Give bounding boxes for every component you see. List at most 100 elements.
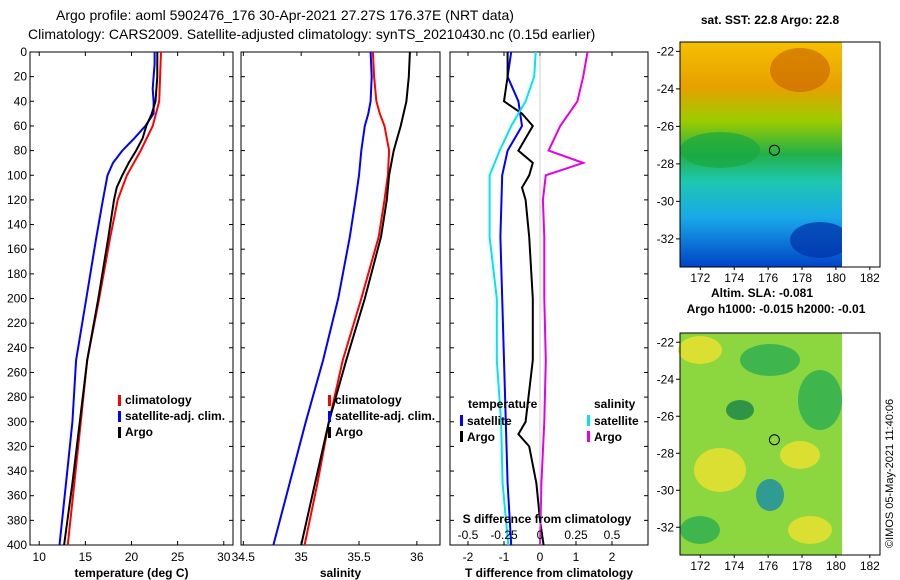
x-axis-label: T difference from climatology xyxy=(465,566,633,580)
x-axis-label: salinity xyxy=(320,566,362,580)
series-line-argo xyxy=(300,51,411,546)
legend-swatch xyxy=(460,415,463,426)
legend-title: temperature xyxy=(468,397,538,411)
map-frame xyxy=(679,332,881,556)
y-tick-label: 280 xyxy=(7,390,27,404)
series-line-t-argo xyxy=(502,52,545,546)
secondary-tick-label: -0.25 xyxy=(490,528,518,542)
x-tick-label: 20 xyxy=(125,550,139,564)
lon-tick-label: 178 xyxy=(792,559,812,573)
lat-tick-label: -24 xyxy=(657,82,675,96)
float-location-marker xyxy=(768,434,780,446)
y-tick-label: 220 xyxy=(7,316,27,330)
sla-patch xyxy=(740,344,800,376)
secondary-tick-label: 0 xyxy=(537,528,544,542)
chart-title-line2: Climatology: CARS2009. Satellite-adjuste… xyxy=(28,26,596,42)
lon-tick-label: 176 xyxy=(758,559,778,573)
y-tick-label: 400 xyxy=(7,538,27,552)
y-tick-label: 340 xyxy=(7,464,27,478)
plot-frame-temperature xyxy=(29,51,234,546)
green-patch xyxy=(680,132,760,168)
secondary-tick-label: 0.25 xyxy=(564,528,588,542)
x-tick-label: 36 xyxy=(410,550,424,564)
legend-title: salinity xyxy=(594,397,636,411)
lat-tick-label: -30 xyxy=(657,194,675,208)
legend-label: climatology xyxy=(125,393,192,407)
sla-patch xyxy=(726,400,754,420)
y-tick-label: 240 xyxy=(7,341,27,355)
warm-patch xyxy=(770,48,830,92)
x-tick-label: 30 xyxy=(217,550,231,564)
sla-patch xyxy=(680,516,720,544)
lon-tick-label: 174 xyxy=(724,559,744,573)
lat-tick-label: -24 xyxy=(657,372,675,386)
lon-tick-label: 182 xyxy=(860,559,880,573)
map-sst xyxy=(676,41,881,270)
series-line-s-argo xyxy=(539,51,589,546)
lat-tick-label: -32 xyxy=(657,520,675,534)
x-axis-label: temperature (deg C) xyxy=(74,566,188,580)
legend-swatch xyxy=(587,431,590,442)
x-tick-label: 2 xyxy=(609,550,616,564)
secondary-axis-label: S difference from climatology xyxy=(463,512,632,526)
lon-tick-label: 180 xyxy=(826,559,846,573)
y-tick-label: 100 xyxy=(7,168,27,182)
map-frame xyxy=(679,41,881,268)
map-title-sla: Altim. SLA: -0.081 xyxy=(711,286,813,300)
sla-patch xyxy=(756,479,784,511)
legend-swatch xyxy=(118,411,121,422)
lat-tick-label: -28 xyxy=(657,157,675,171)
x-tick-label: 1 xyxy=(573,550,580,564)
y-tick-label: 20 xyxy=(14,70,28,84)
lat-tick-label: -26 xyxy=(657,409,675,423)
x-tick-label: -1 xyxy=(499,550,510,564)
series-line-argo xyxy=(63,52,159,546)
lon-tick-label: 178 xyxy=(792,271,812,285)
float-location-marker xyxy=(768,144,780,156)
legend-swatch xyxy=(460,431,463,442)
y-tick-label: 260 xyxy=(7,365,27,379)
sla-patch xyxy=(678,336,722,364)
y-tick-label: 0 xyxy=(20,45,27,59)
sla-patch xyxy=(798,370,842,430)
y-tick-label: 120 xyxy=(7,193,27,207)
y-tick-label: 40 xyxy=(14,94,28,108)
plot-frame-salinity xyxy=(240,51,441,546)
x-tick-label: 35 xyxy=(294,550,308,564)
y-tick-label: 380 xyxy=(7,513,27,527)
y-tick-label: 320 xyxy=(7,439,27,453)
x-tick-label: 25 xyxy=(171,550,185,564)
lat-tick-label: -22 xyxy=(657,335,675,349)
secondary-tick-label: -0.5 xyxy=(458,528,479,542)
legend-label: Argo xyxy=(467,430,495,444)
lon-tick-label: 172 xyxy=(690,271,710,285)
lon-tick-label: 182 xyxy=(860,271,880,285)
cold-patch xyxy=(790,222,850,258)
legend-label: satellite-adj. clim. xyxy=(125,409,225,423)
map-subtitle-sla: Argo h1000: -0.015 h2000: -0.01 xyxy=(687,302,866,316)
lon-tick-label: 176 xyxy=(758,271,778,285)
legend-label: climatology xyxy=(335,393,402,407)
map-sla xyxy=(676,332,881,558)
y-tick-label: 300 xyxy=(7,415,27,429)
y-tick-label: 180 xyxy=(7,267,27,281)
series-line-s-satellite xyxy=(488,51,537,546)
y-tick-label: 200 xyxy=(7,292,27,306)
legend-swatch xyxy=(328,411,331,422)
y-tick-label: 360 xyxy=(7,489,27,503)
legend-label: satellite xyxy=(467,414,512,428)
lat-tick-label: -32 xyxy=(657,232,675,246)
plot-frame-difference xyxy=(449,51,649,546)
lon-tick-label: 180 xyxy=(826,271,846,285)
map-land xyxy=(842,42,880,267)
y-tick-label: 80 xyxy=(14,144,28,158)
legend-label: satellite-adj. clim. xyxy=(335,409,435,423)
lat-tick-label: -26 xyxy=(657,119,675,133)
lon-tick-label: 174 xyxy=(724,271,744,285)
sla-patch xyxy=(694,448,746,492)
map-title-sst: sat. SST: 22.8 Argo: 22.8 xyxy=(701,13,840,27)
legend-swatch xyxy=(328,395,331,406)
imos-credit: ©IMOS 05-May-2021 11:40:06 xyxy=(884,398,896,548)
x-tick-label: 10 xyxy=(33,550,47,564)
